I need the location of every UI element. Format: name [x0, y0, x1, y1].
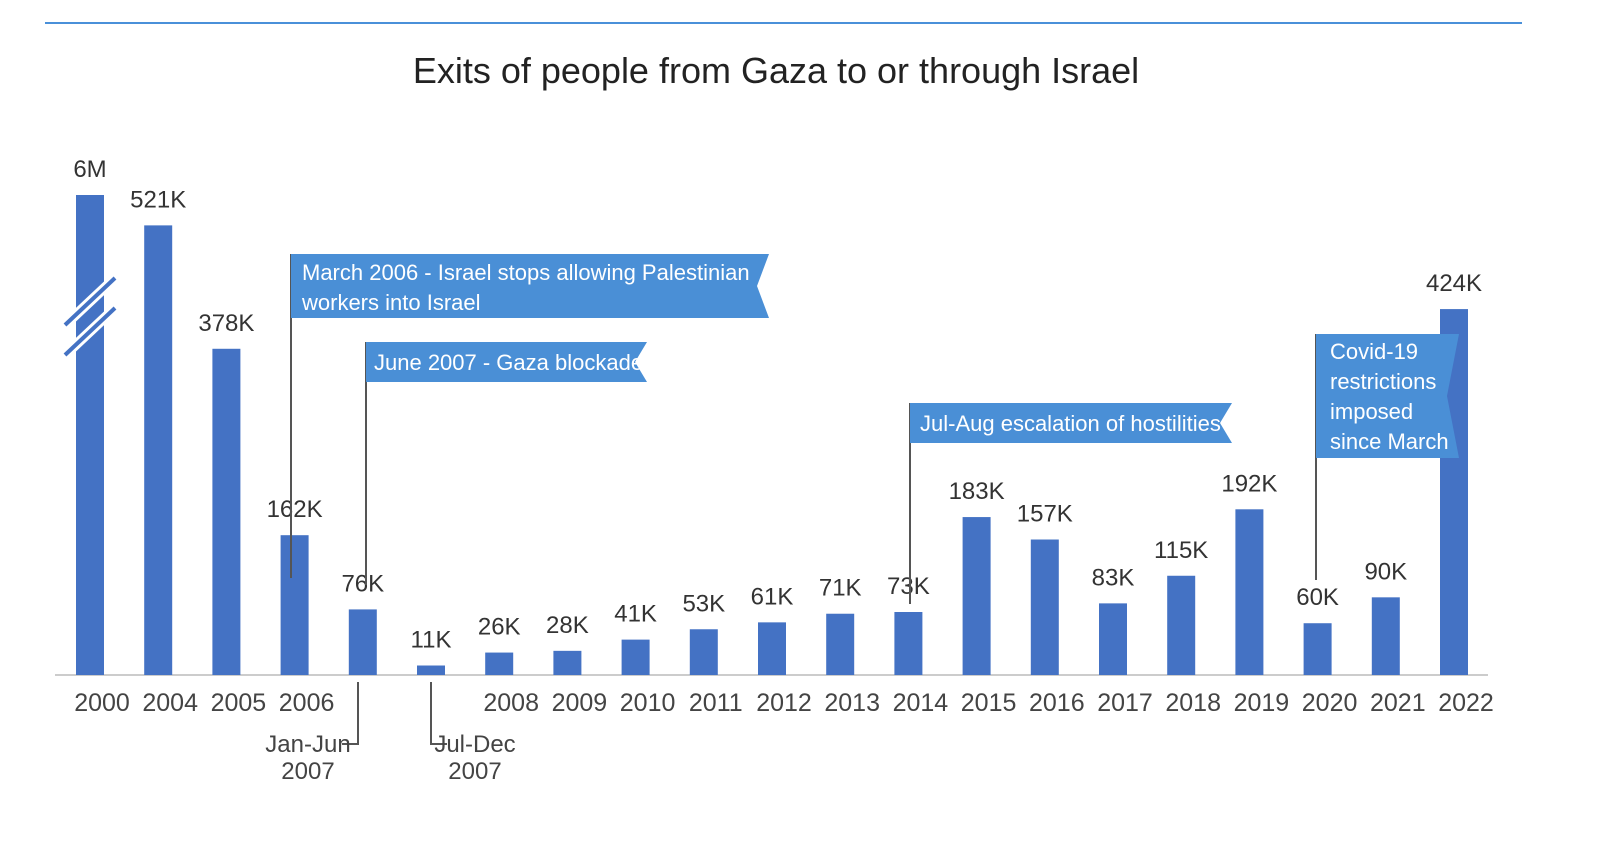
bar-2016 [1030, 539, 1059, 675]
tick-label: 2014 [893, 689, 949, 717]
tick-label: 2022 [1438, 689, 1494, 717]
annotation-text: workers into Israel [301, 290, 481, 315]
tick-label: 2005 [211, 689, 267, 717]
annotation-text: March 2006 - Israel stops allowing Pales… [302, 260, 750, 285]
bar-2012 [758, 622, 786, 675]
value-label: 76K [341, 570, 384, 597]
tick-label: 2018 [1165, 689, 1221, 717]
tick-label: 2016 [1029, 689, 1085, 717]
annotation-text: restrictions [1330, 369, 1436, 394]
tick-label: 2021 [1370, 689, 1426, 717]
sub-label-bracket [342, 682, 359, 745]
sub-label-bracket [430, 682, 447, 745]
bar-2008 [485, 652, 514, 675]
sub-label: 2007 [281, 758, 334, 785]
value-label: 183K [949, 478, 1005, 505]
bar-2018 [1167, 575, 1196, 675]
axis-break-mark [63, 276, 117, 327]
tick-label: 2004 [142, 689, 198, 717]
tick-label: 2020 [1302, 689, 1358, 717]
value-label: 162K [267, 496, 323, 523]
value-label: 60K [1296, 584, 1339, 611]
value-label: 192K [1221, 470, 1277, 497]
tick-label: 2006 [279, 689, 335, 717]
value-label: 157K [1017, 501, 1073, 528]
chart-title: Exits of people from Gaza to or through … [412, 50, 1140, 91]
sub-label: 2007 [448, 758, 501, 785]
value-label: 83K [1092, 564, 1135, 591]
bar-2019 [1235, 509, 1264, 675]
bar-2009 [553, 650, 582, 675]
value-label: 115K [1154, 537, 1208, 564]
annotation-text: Covid-19 [1330, 339, 1418, 364]
value-label: 28K [546, 612, 589, 639]
annotation-text: since March [1330, 429, 1449, 454]
value-label: 11K [411, 627, 452, 654]
sub-label: Jan-Jun [265, 731, 350, 758]
annotation-banner [366, 342, 647, 382]
bar-2021 [1371, 597, 1400, 675]
annotation-banner [291, 254, 769, 318]
tick-label: 2015 [961, 689, 1017, 717]
tick-label: 2008 [483, 689, 539, 717]
value-label: 378K [198, 310, 254, 337]
bar-2000 [76, 195, 104, 675]
bar-2020 [1303, 623, 1332, 675]
bar-2014 [894, 612, 923, 675]
value-label: 6M [73, 156, 106, 183]
bar-2010 [621, 639, 650, 675]
axis-break-mark [63, 306, 117, 357]
top-rule [45, 22, 1522, 24]
value-label: 71K [819, 575, 862, 602]
annotation-banner [1316, 334, 1459, 458]
sub-label: Jul-Dec [434, 731, 515, 758]
tick-label: 2019 [1234, 689, 1290, 717]
bar-jan-jun-2007 [348, 609, 377, 675]
bar-2011 [689, 629, 718, 675]
value-label: 26K [478, 614, 521, 641]
tick-label: 2010 [620, 689, 676, 717]
tick-label: 2017 [1097, 689, 1153, 717]
value-label: 61K [751, 583, 794, 610]
bar-jul-dec-2007 [417, 665, 445, 675]
annotation-text: imposed [1330, 399, 1413, 424]
value-label: 521K [130, 186, 186, 213]
annotation-text: Jul-Aug escalation of hostilities [920, 411, 1221, 436]
bar-2006 [280, 535, 309, 675]
annotation-banner [910, 403, 1232, 443]
annotation-text: June 2007 - Gaza blockade [374, 350, 643, 375]
bar-2005 [212, 348, 241, 675]
tick-label: 2012 [756, 689, 812, 717]
value-label: 90K [1364, 558, 1407, 585]
tick-label: 2000 [74, 689, 130, 717]
bar-2015 [962, 517, 991, 675]
value-label: 73K [887, 573, 930, 600]
value-label: 41K [614, 601, 657, 628]
tick-label: 2009 [552, 689, 608, 717]
value-label: 53K [682, 590, 725, 617]
bar-2013 [826, 613, 855, 675]
tick-label: 2013 [824, 689, 880, 717]
value-label: 424K [1426, 270, 1482, 297]
bar-2017 [1099, 603, 1127, 675]
bar-2004 [144, 225, 173, 675]
tick-label: 2011 [689, 689, 743, 717]
